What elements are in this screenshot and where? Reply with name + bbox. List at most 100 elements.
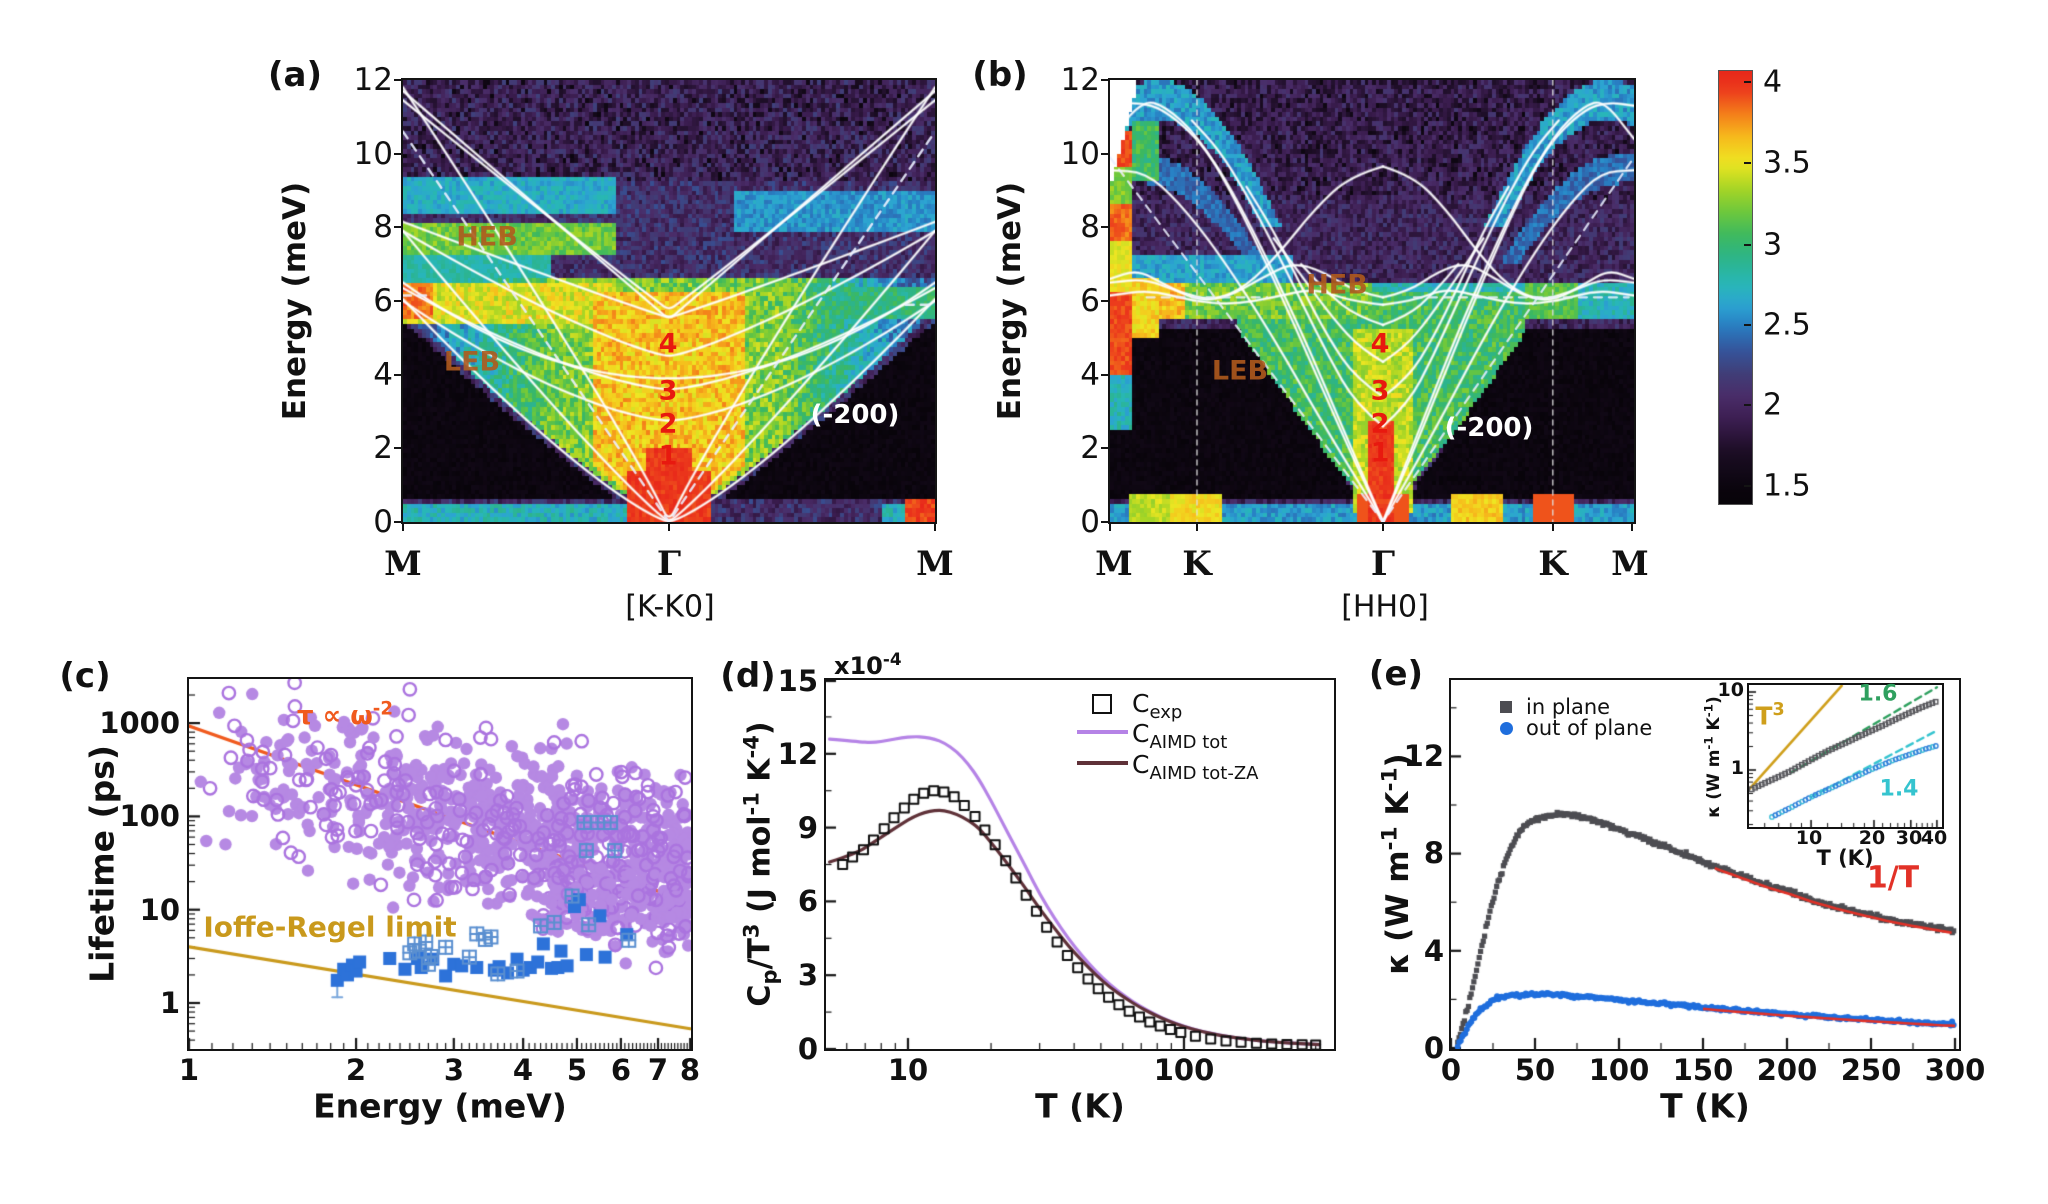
c-y-tick-label: 1 xyxy=(159,986,180,1020)
d-x-tick-label: 10 xyxy=(887,1053,929,1087)
b-x-tick-label: M xyxy=(1611,544,1649,584)
d-legend-aimd-totza-label: CAIMD tot-ZA xyxy=(1132,750,1259,784)
b-x-tick xyxy=(1108,522,1112,531)
a-y-tick-label: 6 xyxy=(373,283,393,319)
a-y-tick xyxy=(394,299,403,303)
b-y-tick xyxy=(1101,78,1110,82)
panel-c-scatter-canvas xyxy=(188,678,691,1049)
b-branch-number: 2 xyxy=(1370,408,1390,440)
panel-b-letter: (b) xyxy=(972,55,1028,95)
e-y-tick-label: 4 xyxy=(1423,934,1444,968)
b-x-tick xyxy=(1551,522,1555,531)
e-inset-x-tick-label: 40 xyxy=(1920,827,1948,849)
e-x-tick-label: 100 xyxy=(1588,1053,1650,1087)
d-x-tick-label: 100 xyxy=(1153,1053,1215,1087)
a-x-tick-label: M xyxy=(384,544,422,584)
c-y-tick-label: 100 xyxy=(119,799,180,833)
d-legend-exp-label: Cexp xyxy=(1132,689,1183,723)
c-x-tick-label: 5 xyxy=(566,1053,588,1087)
b-x-tick-label: M xyxy=(1095,544,1133,584)
c-x-tick-label: 1 xyxy=(178,1053,200,1087)
a-y-tick-label: 2 xyxy=(373,430,393,466)
d-y-tick-label: 9 xyxy=(797,811,818,845)
b-y-tick xyxy=(1101,299,1110,303)
b-y-tick-label: 10 xyxy=(1060,136,1100,172)
d-legend-exp-marker xyxy=(1092,694,1112,714)
a-y-tick-label: 10 xyxy=(353,136,393,172)
e-x-tick-label: 50 xyxy=(1514,1053,1556,1087)
panel-b-zone-label: (-200) xyxy=(1444,413,1534,443)
e-fit-1overT-label: 1/T xyxy=(1866,860,1920,896)
d-y-tick-label: 3 xyxy=(797,958,818,992)
e-inset-T3-label: T3 xyxy=(1755,700,1785,731)
e-inset-x-axis-title: T (K) xyxy=(1816,846,1874,870)
e-inset-slope-16-label: 1.6 xyxy=(1858,681,1898,707)
e-inset-y-tick-label: 10 xyxy=(1717,679,1744,701)
b-y-tick-label: 8 xyxy=(1080,209,1100,245)
a-y-tick-label: 12 xyxy=(353,62,393,98)
panel-b-heatmap-canvas xyxy=(1110,80,1634,522)
e-x-tick-label: 150 xyxy=(1672,1053,1734,1087)
e-x-tick-label: 250 xyxy=(1840,1053,1902,1087)
b-x-tick-label: K xyxy=(1538,544,1568,584)
b-branch-number: 3 xyxy=(1370,375,1390,407)
b-x-tick xyxy=(1195,522,1199,531)
colorbar-tick xyxy=(1744,81,1751,84)
panel-d-x-axis-title: T (K) xyxy=(1035,1086,1125,1126)
e-x-tick-label: 200 xyxy=(1756,1053,1818,1087)
b-y-tick xyxy=(1101,446,1110,450)
e-x-tick-label: 300 xyxy=(1924,1053,1986,1087)
b-branch-number: 1 xyxy=(1370,437,1390,469)
e-inset-slope-14-label: 1.4 xyxy=(1879,776,1919,802)
e-inset-y-axis-title: κ (W m-1 K-1) xyxy=(1701,696,1724,818)
a-y-tick xyxy=(394,373,403,377)
panel-b-plot xyxy=(1108,78,1636,524)
e-inset-x-tick-label: 20 xyxy=(1858,827,1886,849)
panel-e-x-axis-title: T (K) xyxy=(1660,1086,1750,1126)
d-y-tick-label: 6 xyxy=(797,884,818,918)
colorbar-tick-label: 4 xyxy=(1763,64,1783,100)
d-legend-aimd-totza-line xyxy=(1077,761,1128,765)
colorbar-tick-label: 2.5 xyxy=(1763,307,1811,343)
colorbar-tick xyxy=(1744,244,1751,247)
a-x-tick xyxy=(933,522,937,531)
b-x-tick-label: Γ xyxy=(1370,544,1396,584)
c-x-tick-label: 3 xyxy=(443,1053,465,1087)
panel-c-tau-omega-label: τ ∝ ω-2 xyxy=(296,698,394,731)
b-x-tick-label: K xyxy=(1182,544,1212,584)
c-x-tick-label: 4 xyxy=(512,1053,534,1087)
e-x-tick-label: 0 xyxy=(1440,1053,1462,1087)
c-y-tick-label: 10 xyxy=(139,893,180,927)
c-x-tick-label: 6 xyxy=(610,1053,632,1087)
panel-d-line-canvas xyxy=(825,679,1334,1049)
colorbar-tick xyxy=(1744,162,1751,165)
e-y-tick-label: 12 xyxy=(1403,739,1444,773)
panel-c-plot xyxy=(186,676,693,1051)
a-branch-number: 3 xyxy=(658,375,678,407)
e-legend-in-plane-label: in plane xyxy=(1526,695,1611,719)
e-y-tick-label: 8 xyxy=(1423,836,1444,870)
colorbar-tick xyxy=(1744,324,1751,327)
a-branch-number: 4 xyxy=(658,328,678,360)
a-y-tick xyxy=(394,78,403,82)
d-y-tick-label: 12 xyxy=(777,737,818,771)
panel-a-heatmap-canvas xyxy=(403,80,935,522)
e-y-tick-label: 0 xyxy=(1423,1031,1444,1065)
c-x-tick-label: 7 xyxy=(647,1053,669,1087)
a-y-tick xyxy=(394,225,403,229)
panel-e-letter: (e) xyxy=(1368,654,1424,694)
colorbar-tick-label: 1.5 xyxy=(1763,468,1811,504)
b-y-tick xyxy=(1101,225,1110,229)
panel-a-leb-label: LEB xyxy=(443,346,501,378)
c-y-tick-label: 1000 xyxy=(99,706,180,740)
panel-d-plot xyxy=(823,677,1336,1051)
panel-b-leb-label: LEB xyxy=(1211,355,1269,387)
panel-a-heb-label: HEB xyxy=(456,221,518,253)
panel-e-y-axis-title: κ (W m-1 K-1) xyxy=(1377,753,1416,975)
d-legend-aimd-tot-label: CAIMD tot xyxy=(1132,719,1228,753)
a-branch-number: 2 xyxy=(658,408,678,440)
panel-a-x-axis-title: [K-K0] xyxy=(625,589,715,625)
panel-b-y-axis-title: Energy (meV) xyxy=(992,181,1028,421)
e-inset-x-tick-label: 10 xyxy=(1795,827,1823,849)
